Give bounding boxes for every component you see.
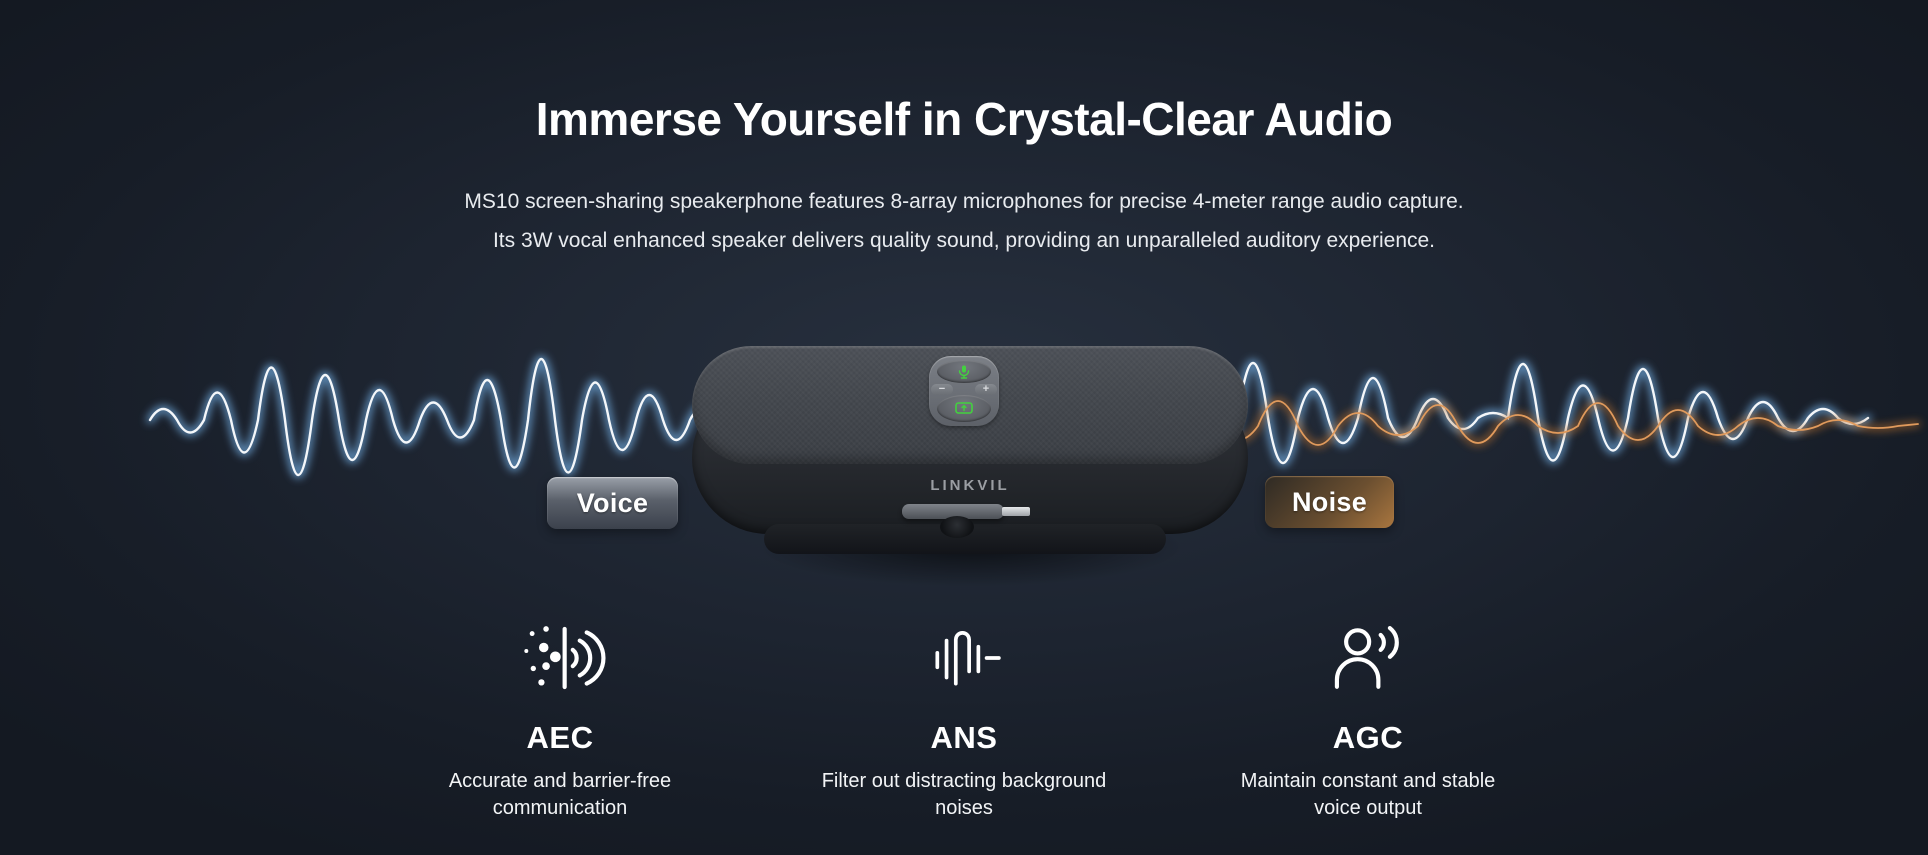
feature-row: AEC Accurate and barrier-free communicat… (0, 618, 1928, 822)
feature-agc: AGC Maintain constant and stable voice o… (1166, 618, 1570, 822)
volume-up-button: + (975, 383, 997, 395)
page-subtitle: MS10 screen-sharing speakerphone feature… (0, 182, 1928, 260)
usb-connector-icon (1002, 507, 1030, 516)
screen-share-icon (955, 402, 973, 415)
gain-control-icon (1330, 618, 1406, 698)
voice-badge: Voice (547, 477, 678, 529)
mute-button (937, 360, 991, 384)
subtitle-line-2: Its 3W vocal enhanced speaker delivers q… (492, 229, 1436, 252)
feature-title: AEC (526, 720, 594, 755)
feature-description: Accurate and barrier-free communication (448, 770, 672, 819)
echo-cancellation-icon (520, 618, 606, 698)
voice-waveform (146, 355, 764, 479)
mic-mute-icon (958, 365, 970, 379)
volume-down-button: − (931, 383, 953, 395)
cable-holder (940, 516, 974, 538)
noise-suppression-icon (925, 618, 1003, 698)
feature-description: Filter out distracting background noises (821, 770, 1107, 819)
feature-title: ANS (930, 720, 998, 755)
feature-aec: AEC Accurate and barrier-free communicat… (358, 618, 762, 822)
feature-ans: ANS Filter out distracting background no… (762, 618, 1166, 822)
device-button-cluster: − + (929, 356, 999, 426)
screen-share-button (937, 394, 991, 422)
page-title: Immerse Yourself in Crystal-Clear Audio (535, 93, 1393, 145)
subtitle-line-1: MS10 screen-sharing speakerphone feature… (464, 190, 1464, 213)
noise-badge: Noise (1265, 476, 1394, 528)
usb-cable (902, 504, 1004, 519)
feature-title: AGC (1332, 720, 1404, 755)
noise-waveform (1174, 359, 1921, 467)
brand-logo: LINKVIL (930, 477, 1010, 494)
feature-description: Maintain constant and stable voice outpu… (1240, 770, 1496, 819)
volume-buttons: − + (931, 383, 997, 395)
